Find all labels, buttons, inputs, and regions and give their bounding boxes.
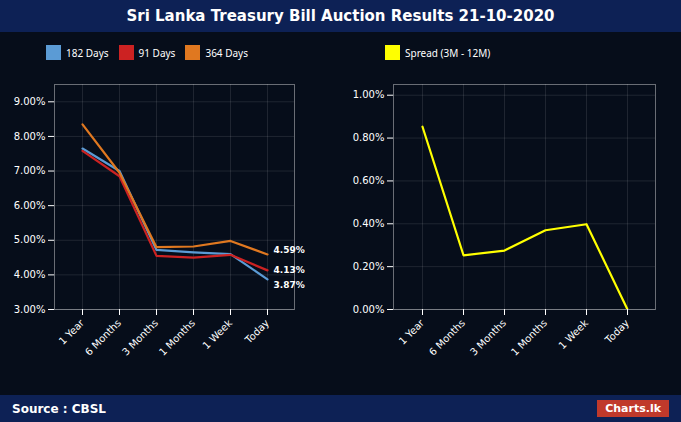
svg-text:0.20%: 0.20% — [353, 261, 385, 272]
svg-text:0.40%: 0.40% — [353, 218, 385, 229]
html-text:Spread (3M - 12M): Spread (3M - 12M) — [405, 45, 491, 60]
svg-text:3.87%: 3.87% — [274, 280, 305, 290]
svg-text:6.00%: 6.00% — [14, 200, 46, 211]
svg-text:6 Months: 6 Months — [427, 317, 467, 357]
svg-text:3 Months: 3 Months — [468, 317, 508, 357]
svg-text:3 Months: 3 Months — [120, 317, 160, 357]
svg-text:1.00%: 1.00% — [353, 89, 385, 100]
svg-text:Today: Today — [242, 317, 271, 346]
html-text:364 Days: 364 Days — [205, 45, 248, 60]
svg-text:4.59%: 4.59% — [274, 245, 305, 255]
svg-text:8.00%: 8.00% — [14, 131, 46, 142]
svg-text:1 Year: 1 Year — [397, 317, 427, 347]
html-text:Source : CBSL: Source : CBSL — [12, 401, 106, 416]
html-text:91 Days: 91 Days — [138, 45, 176, 60]
html-text:Charts.lk: Charts.lk — [605, 402, 661, 415]
html-text:Sri Lanka Treasury Bill Auctio: Sri Lanka Treasury Bill Auction Results … — [126, 7, 555, 25]
svg-text:4.13%: 4.13% — [274, 265, 305, 275]
svg-text:1 Week: 1 Week — [200, 317, 234, 351]
svg-text:7.00%: 7.00% — [14, 165, 46, 176]
svg-text:5.00%: 5.00% — [14, 234, 46, 245]
svg-text:4.00%: 4.00% — [14, 269, 46, 280]
html-text:182 Days: 182 Days — [66, 45, 109, 60]
svg-text:3.00%: 3.00% — [14, 304, 46, 315]
svg-text:0.00%: 0.00% — [353, 304, 385, 315]
svg-text:9.00%: 9.00% — [14, 96, 46, 107]
svg-text:0.60%: 0.60% — [353, 175, 385, 186]
svg-text:1 Year: 1 Year — [57, 317, 87, 347]
svg-text:1 Months: 1 Months — [509, 317, 549, 357]
svg-text:1 Week: 1 Week — [556, 317, 590, 351]
svg-text:6 Months: 6 Months — [83, 317, 123, 357]
svg-text:1 Months: 1 Months — [157, 317, 197, 357]
svg-text:0.80%: 0.80% — [353, 132, 385, 143]
svg-text:Today: Today — [602, 317, 631, 346]
